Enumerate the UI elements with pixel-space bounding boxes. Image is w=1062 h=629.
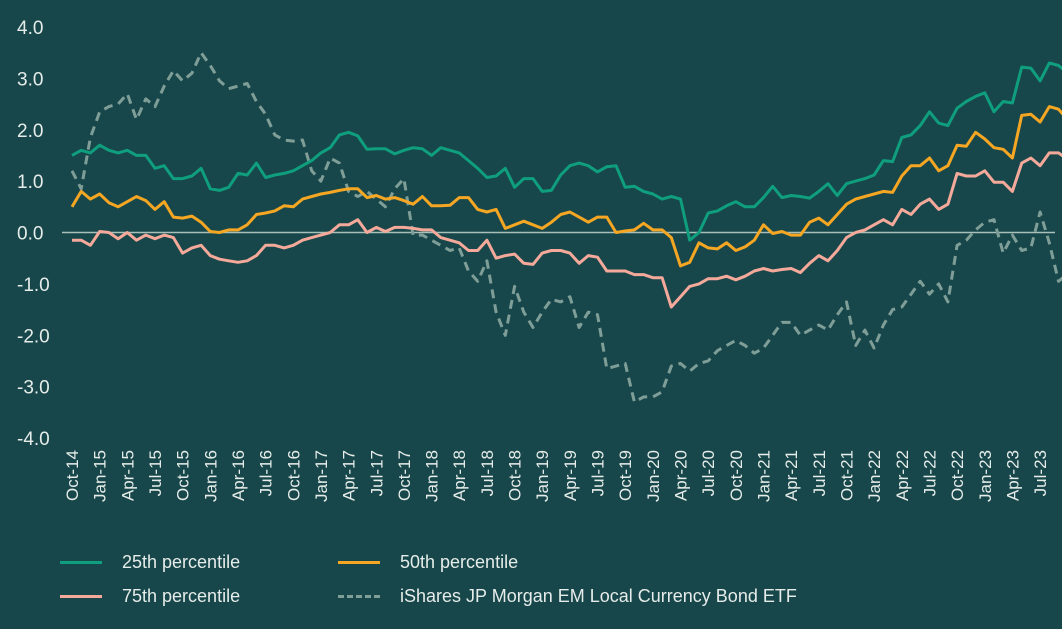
x-tick-label: Apr-20 xyxy=(672,450,691,501)
legend-label: 50th percentile xyxy=(400,552,519,572)
legend-label: 25th percentile xyxy=(122,552,241,572)
x-tick-label: Jan-23 xyxy=(976,450,995,502)
x-tick-label: Jan-19 xyxy=(533,450,552,502)
x-tick-label: Oct-20 xyxy=(727,450,746,501)
legend-swatch xyxy=(60,595,102,598)
series-line-3 xyxy=(70,51,1062,404)
series-line-2 xyxy=(72,151,1062,309)
x-tick-label: Jan-15 xyxy=(91,450,110,502)
y-tick-label: -1.0 xyxy=(17,275,50,296)
x-tick-label: Apr-18 xyxy=(450,450,469,501)
x-tick-label: Jul-23 xyxy=(1031,450,1050,496)
line-chart: 4.0 3.0 2.0 1.0 0.0 -1.0 -2.0 -3.0 -4.0 Oct-14 Ja… xyxy=(17,18,1062,502)
x-tick-label: Jul-19 xyxy=(589,450,608,496)
x-tick-label: Jan-17 xyxy=(312,450,331,502)
x-tick-label: Jul-16 xyxy=(257,450,276,496)
series-line-0 xyxy=(71,61,1062,242)
x-tick-label: Apr-17 xyxy=(340,450,359,501)
x-tick-label: Apr-16 xyxy=(229,450,248,501)
x-tick-label: Oct-16 xyxy=(284,450,303,501)
legend-item-etf: iShares JP Morgan EM Local Currency Bond… xyxy=(338,586,797,607)
x-tick-label: Jul-21 xyxy=(810,450,829,496)
legend-label: 75th percentile xyxy=(122,586,241,606)
x-tick-label: Apr-21 xyxy=(782,450,801,501)
x-tick-label: Apr-23 xyxy=(1003,450,1022,501)
legend-swatch xyxy=(338,561,380,564)
x-tick-label: Apr-22 xyxy=(893,450,912,501)
x-tick-label: Oct-19 xyxy=(616,450,635,501)
y-tick-label: 3.0 xyxy=(17,69,43,90)
legend-item-25th: 25th percentile xyxy=(60,552,240,573)
y-tick-label: 0.0 xyxy=(17,224,43,245)
x-tick-label: Oct-15 xyxy=(174,450,193,501)
y-tick-label: -2.0 xyxy=(17,326,50,347)
x-tick-label: Oct-17 xyxy=(395,450,414,501)
y-tick-label: -4.0 xyxy=(17,429,50,450)
x-tick-label: Oct-22 xyxy=(948,450,967,501)
legend-swatch xyxy=(338,595,380,598)
x-tick-label: Jul-17 xyxy=(367,450,386,496)
legend-swatch xyxy=(60,561,102,564)
x-tick-label: Jan-18 xyxy=(423,450,442,502)
series-line-1 xyxy=(70,105,1062,268)
x-tick-label: Jan-22 xyxy=(865,450,884,502)
x-tick-label: Oct-14 xyxy=(63,450,82,501)
x-tick-label: Oct-21 xyxy=(837,450,856,501)
x-tick-label: Oct-18 xyxy=(506,450,525,501)
x-tick-label: Jan-21 xyxy=(755,450,774,502)
x-tick-label: Jul-18 xyxy=(478,450,497,496)
x-tick-label: Jul-20 xyxy=(699,450,718,496)
x-tick-label: Jan-16 xyxy=(201,450,220,502)
y-tick-label: 2.0 xyxy=(17,121,43,142)
y-tick-label: 1.0 xyxy=(17,172,43,193)
x-tick-label: Apr-19 xyxy=(561,450,580,501)
y-tick-label: 4.0 xyxy=(17,18,43,39)
x-tick-label: Jul-15 xyxy=(146,450,165,496)
x-tick-label: Apr-15 xyxy=(118,450,137,501)
legend: 25th percentile 50th percentile 75th per… xyxy=(60,550,1060,620)
y-tick-label: -3.0 xyxy=(17,378,50,399)
x-tick-label: Jul-22 xyxy=(920,450,939,496)
x-tick-label: Jan-20 xyxy=(644,450,663,502)
legend-item-50th: 50th percentile xyxy=(338,552,518,573)
legend-label: iShares JP Morgan EM Local Currency Bond… xyxy=(400,586,797,606)
legend-item-75th: 75th percentile xyxy=(60,586,240,607)
